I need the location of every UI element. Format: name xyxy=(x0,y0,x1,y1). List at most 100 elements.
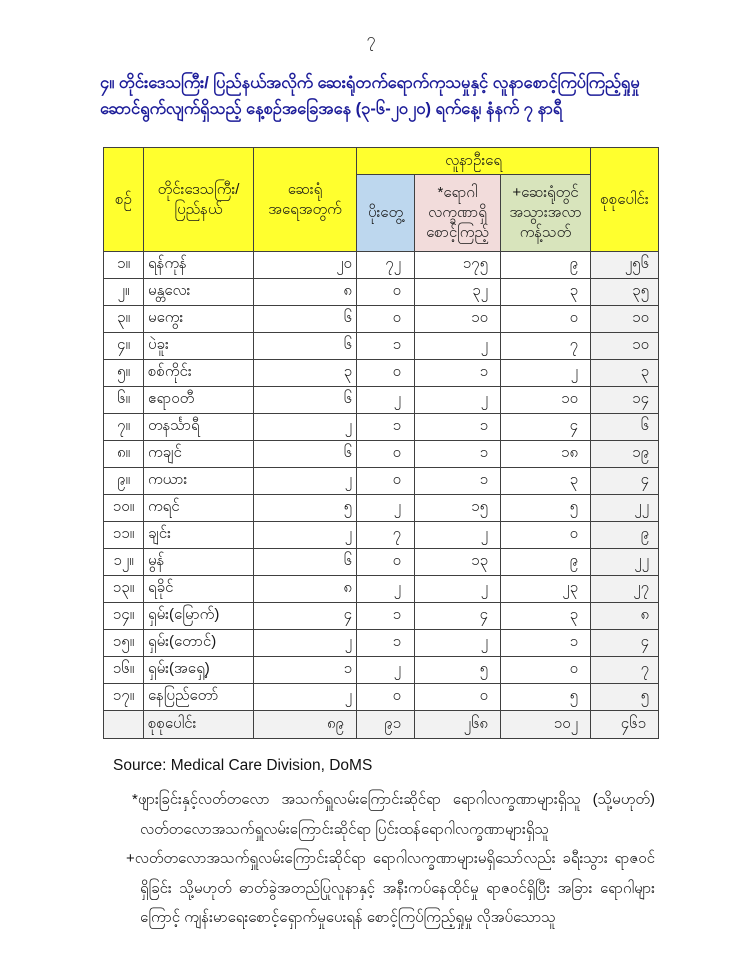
footnote-restricted-text: လတ်တလောအသက်ရှူလမ်းကြောင်းဆိုင်ရာ ရောဂါလက… xyxy=(134,850,655,926)
footnote-symptomatic-text: ဖျားခြင်းနှင့်လတ်တလော အသက်ရှူလမ်းကြောင်း… xyxy=(137,791,655,838)
asterisk-marker: * xyxy=(132,791,138,808)
table-cell: ၄။ xyxy=(103,332,144,360)
table-cell: ၂ xyxy=(414,629,501,657)
header-serial: စဉ် xyxy=(103,147,144,252)
table-cell: ၂ xyxy=(356,575,415,603)
table-cell: တနင်္သာရီ xyxy=(143,413,254,441)
table-row: ၁၄။ ရှမ်း(မြောက်) ၄၁၄၃၈ xyxy=(103,602,660,630)
total-row-label: စုစုပေါင်း xyxy=(143,710,254,739)
table-cell: ၁ xyxy=(356,629,415,657)
table-cell: ၅ xyxy=(499,683,592,711)
page-number: ၇ xyxy=(366,31,376,48)
table-cell: ၂ xyxy=(414,332,501,360)
table-cell: ၂၂ xyxy=(590,548,660,576)
table-cell: ၃။ xyxy=(103,305,144,333)
table-cell: ၇ xyxy=(356,521,415,549)
table-cell: ၂ xyxy=(414,575,501,603)
table-row: ၃။ မကွေး၆၀၁၀၀၁၀ xyxy=(103,305,660,333)
table-cell: ၁၉ xyxy=(590,440,660,468)
table-cell: ၃ xyxy=(590,359,660,387)
table-cell: ၀ xyxy=(356,440,415,468)
table-cell: ၁၃ xyxy=(414,548,501,576)
table-cell: ၁၀။ xyxy=(103,494,144,522)
table-cell: ၂၇ xyxy=(590,575,660,603)
table-cell: နေပြည်တော် xyxy=(143,683,254,711)
table-cell: ၃ xyxy=(499,467,592,495)
table-cell: ၃ xyxy=(253,359,357,387)
table-cell: ၂ xyxy=(253,413,357,441)
table-cell: ၃၂ xyxy=(414,278,501,306)
table-cell: ၈။ xyxy=(103,440,144,468)
page-title-line-2: ဆောင်ရွက်လျက်ရှိသည့် နေ့စဉ်အခြေအနေ (၃-၆-… xyxy=(100,100,563,118)
table-cell: ၁ xyxy=(499,629,592,657)
table-cell: မကွေး xyxy=(143,305,254,333)
table-cell: ၆ xyxy=(253,440,357,468)
table-cell: ၂ xyxy=(414,521,501,549)
table-cell: ၂ xyxy=(356,494,415,522)
table-cell: ၈ xyxy=(253,575,357,603)
table-cell: ၄ xyxy=(590,629,660,657)
quarantine-table: စဉ် တိုင်းဒေသကြီး/ ပြည်နယ် ဆေးရုံ အရေအတွ… xyxy=(103,147,660,739)
plus-marker: + xyxy=(126,850,135,867)
table-cell: ၁ xyxy=(356,602,415,630)
total-hospitals-cell: ၈၉ xyxy=(253,710,357,739)
table-cell: ၁၇၅ xyxy=(414,251,501,279)
table-row: ၁၃။ ရခိုင်၈၂၂၂၃ ၂၇ xyxy=(103,575,660,603)
table-cell: ပဲခူး xyxy=(143,332,254,360)
total-positive-cell: ၉၁ xyxy=(356,710,415,739)
table-cell: ၁၅ xyxy=(414,494,501,522)
table-row: ၁၀။ ကရင်၅၂၁၅၅၂၂ xyxy=(103,494,660,522)
table-cell: ၁။ xyxy=(103,251,144,279)
table-cell: ၉ xyxy=(499,548,592,576)
table-cell: ၇ xyxy=(590,656,660,684)
table-cell: ၂၂ xyxy=(590,494,660,522)
table-cell: ၁၇။ xyxy=(103,683,144,711)
header-restricted: +ဆေးရုံတွင် အသွားအလာ ကန့်သတ် xyxy=(499,174,592,252)
table-cell: ၆ xyxy=(253,548,357,576)
table-cell: ၁၀ xyxy=(590,305,660,333)
table-cell: ၁ xyxy=(414,413,501,441)
table-cell: ၄ xyxy=(590,467,660,495)
table-cell: ၉ xyxy=(499,251,592,279)
header-region: တိုင်းဒေသကြီး/ ပြည်နယ် xyxy=(143,147,254,252)
table-cell: ၂ xyxy=(253,521,357,549)
table-cell: ၂၅၆ xyxy=(590,251,660,279)
table-cell: ၁၀ xyxy=(499,386,592,414)
table-row: ၅။ စစ်ကိုင်း၃၀၁၂၃ xyxy=(103,359,660,387)
table-cell: ၂ xyxy=(356,656,415,684)
table-row: ၂။ မန္တလေး၈၀၃၂၃၃၅ xyxy=(103,278,660,306)
table-cell: ၆ xyxy=(590,413,660,441)
table-row: ၆။ ဧရာဝတီ၆၂၂၁၀ ၁၄ xyxy=(103,386,660,414)
total-symptomatic-cell: ၂၆၈ xyxy=(414,710,501,739)
table-cell: ၁ xyxy=(356,413,415,441)
footnotes: *ဖျားခြင်းနှင့်လတ်တလော အသက်ရှူလမ်းကြောင်… xyxy=(126,785,655,933)
table-cell: ရှမ်း(တောင်) xyxy=(143,629,254,657)
header-grand-total: စုစုပေါင်း xyxy=(590,147,660,252)
table-cell: ၉ xyxy=(590,521,660,549)
table-cell: ၁ xyxy=(356,332,415,360)
table-row: ၁၁။ ချင်း၂၇၂၀၉ xyxy=(103,521,660,549)
table-row: ၈။ ကချင်၆၀၁၁၈ ၁၉ xyxy=(103,440,660,468)
table-cell: ကယား xyxy=(143,467,254,495)
total-grand-cell: ၄၆၁ xyxy=(590,710,660,739)
table-cell: ၂။ xyxy=(103,278,144,306)
table-cell: ၁၀ xyxy=(414,305,501,333)
footnote-restricted: +လတ်တလောအသက်ရှူလမ်းကြောင်းဆိုင်ရာ ရောဂါလ… xyxy=(126,844,655,933)
table-cell: ၂ xyxy=(414,386,501,414)
table-cell: ၈ xyxy=(590,602,660,630)
page-title: ၄။ တိုင်းဒေသကြီး/ ပြည်နယ်အလိုက် ဆေးရုံတက… xyxy=(100,70,656,122)
table-row: ၁၅။ ရှမ်း(တောင်) ၂၁၂၁၄ xyxy=(103,629,660,657)
table-row: ၁၆။ ရှမ်း(အရှေ့) ၁၂၅၀၇ xyxy=(103,656,660,684)
table-cell: ၁၈ xyxy=(499,440,592,468)
total-restricted-cell: ၁၀၂ xyxy=(499,710,592,739)
table-cell: ၃ xyxy=(499,602,592,630)
table-row: ၄။ ပဲခူး၆၁၂၇၁၀ xyxy=(103,332,660,360)
table-cell: ၇၂ xyxy=(356,251,415,279)
table-cell: ၉။ xyxy=(103,467,144,495)
table-cell: ၁၂။ xyxy=(103,548,144,576)
table-row: ၁၇။ နေပြည်တော်၂၀၀၅၅ xyxy=(103,683,660,711)
table-cell: ၆ xyxy=(253,386,357,414)
table-cell: ၅ xyxy=(590,683,660,711)
total-row: စုစုပေါင်း ၈၉ ၉၁ ၂၆၈ ၁၀၂ ၄၆၁ xyxy=(103,710,660,739)
